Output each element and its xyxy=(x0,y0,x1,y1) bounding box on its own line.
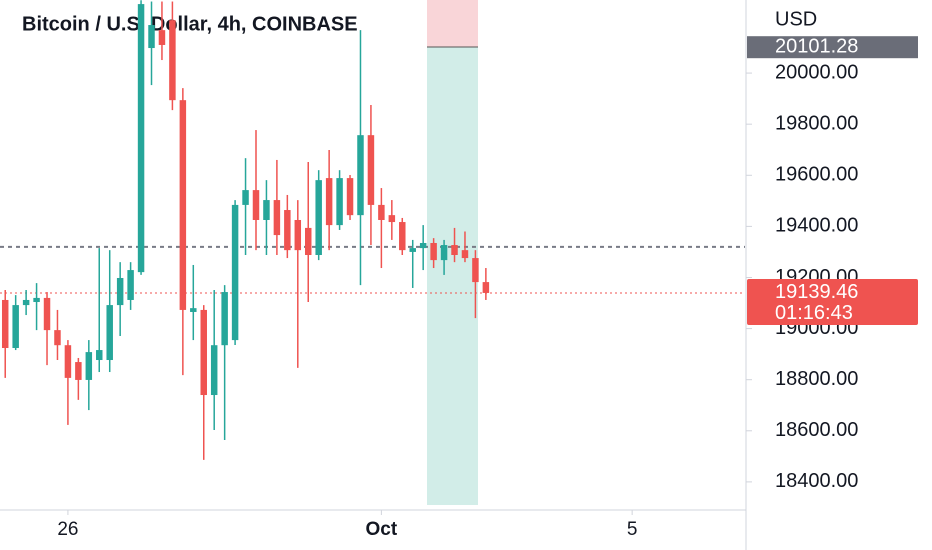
candle-body xyxy=(242,190,249,205)
marker-price-label: 20101.28 xyxy=(775,35,858,57)
y-tick-label: 18400.00 xyxy=(775,470,858,492)
x-tick-label: Oct xyxy=(366,519,398,540)
y-tick-label: 20000.00 xyxy=(775,61,858,83)
last-price-box xyxy=(747,278,918,325)
currency-label: USD xyxy=(775,8,817,30)
candle-body xyxy=(252,190,260,220)
y-tick-label: 19600.00 xyxy=(775,164,858,186)
candle-body xyxy=(158,30,166,45)
candle-body xyxy=(1,299,9,349)
candle-body xyxy=(367,135,375,205)
candle-body xyxy=(325,178,333,226)
candle-body xyxy=(336,178,343,226)
candle-body xyxy=(116,277,124,306)
y-tick-label: 19400.00 xyxy=(775,215,858,237)
candle-body xyxy=(231,204,239,341)
candle-body xyxy=(54,330,61,346)
candle-body xyxy=(96,350,103,361)
candle-body xyxy=(440,245,448,261)
candle-body xyxy=(200,309,207,396)
last-price-label: 19139.46 xyxy=(775,281,858,303)
candle-body xyxy=(273,200,281,236)
candle-body xyxy=(169,20,176,101)
candle-body xyxy=(284,210,291,251)
candle-body xyxy=(221,292,228,346)
candle-body xyxy=(33,297,40,303)
candle-body xyxy=(12,305,19,349)
y-tick-label: 18800.00 xyxy=(775,368,858,390)
candle-body xyxy=(22,299,30,306)
candle-body xyxy=(388,215,396,223)
candle-body xyxy=(357,135,364,216)
candle-body xyxy=(409,248,416,252)
candle-body xyxy=(43,297,51,331)
candle-body xyxy=(451,245,458,255)
plot-area xyxy=(0,0,745,460)
candle-body xyxy=(378,204,385,220)
candle-body xyxy=(210,345,218,396)
x-tick-label: 26 xyxy=(57,519,78,540)
candle-body xyxy=(137,4,145,273)
y-tick-label: 18600.00 xyxy=(775,419,858,441)
candle-body xyxy=(190,308,197,312)
candle-body xyxy=(75,362,82,380)
candle-body xyxy=(315,180,322,255)
candle-body xyxy=(263,200,270,220)
candle-body xyxy=(482,282,490,293)
candle-body xyxy=(346,178,354,216)
y-axis: 18400.0018600.0018800.0019000.0019200.00… xyxy=(746,61,858,492)
marker-price-box xyxy=(747,36,918,59)
candle-body xyxy=(305,227,312,255)
candle-body xyxy=(106,305,113,361)
candle-body xyxy=(294,219,302,251)
candle-body xyxy=(430,242,437,261)
candle-body xyxy=(461,250,469,259)
candle-body xyxy=(148,25,155,49)
x-tick-label: 5 xyxy=(627,519,638,540)
candle-body xyxy=(179,100,187,310)
candle-body xyxy=(64,345,72,378)
countdown-label: 01:16:43 xyxy=(775,302,853,324)
y-tick-label: 19800.00 xyxy=(775,112,858,134)
candle-body xyxy=(399,222,406,251)
stop-zone xyxy=(427,0,478,47)
candle-body xyxy=(419,242,427,249)
candle-body xyxy=(127,270,134,300)
chart-title: Bitcoin / U.S. Dollar, 4h, COINBASE xyxy=(22,13,358,35)
candle-body xyxy=(472,258,479,283)
candle-body xyxy=(85,352,93,380)
target-zone xyxy=(427,47,478,505)
